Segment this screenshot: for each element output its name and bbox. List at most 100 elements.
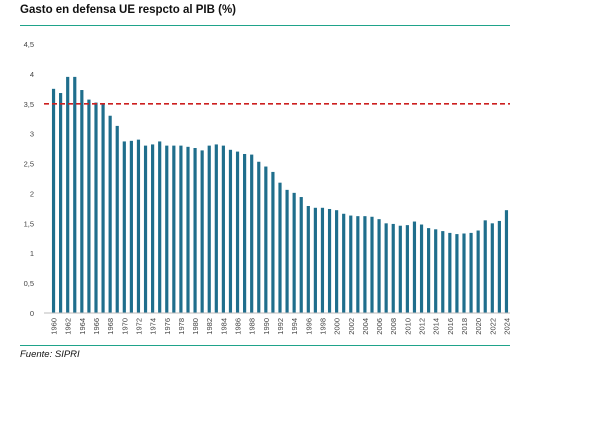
bar-2024	[504, 210, 509, 313]
bar-2022	[490, 223, 494, 313]
x-tick-label: 2014	[432, 318, 441, 335]
bar-1966	[94, 102, 98, 313]
y-tick-label: 2	[30, 189, 34, 198]
bar-1982	[207, 145, 211, 313]
bar-1992	[278, 182, 282, 313]
x-tick-label: 2008	[389, 318, 398, 335]
x-tick-label: 2016	[446, 318, 455, 335]
bar-2013	[427, 228, 431, 313]
bar-2010	[405, 225, 409, 313]
x-axis-ticks: 1960 1962 1964 1966 1968 1970 1972 1974 1976 1978…	[50, 318, 512, 335]
bar-2009	[398, 225, 402, 313]
bar-1970	[122, 141, 126, 313]
x-tick-label: 2024	[502, 318, 511, 335]
x-tick-label: 1960	[50, 318, 59, 335]
x-tick-label: 1974	[149, 318, 158, 335]
x-tick-label: 1996	[304, 318, 313, 335]
bar-1983	[214, 144, 218, 313]
x-tick-label: 2020	[474, 318, 483, 335]
y-tick-label: 0,5	[24, 279, 34, 288]
bar-1988	[250, 154, 254, 313]
bar-1986	[235, 151, 240, 313]
x-tick-label: 1978	[177, 318, 186, 335]
x-tick-label: 1972	[134, 318, 143, 335]
bar-1998	[320, 207, 325, 313]
y-tick-label: 3	[30, 130, 34, 139]
bar-1975	[158, 141, 162, 313]
bar-1974	[151, 144, 155, 313]
y-tick-label: 0	[30, 309, 34, 318]
bar-1968	[108, 115, 112, 313]
x-tick-label: 1982	[205, 318, 214, 335]
y-tick-label: 3,5	[24, 100, 34, 109]
bar-2023	[497, 220, 501, 313]
x-tick-label: 1966	[92, 318, 101, 335]
bar-2014	[434, 229, 438, 313]
x-tick-label: 1988	[248, 318, 257, 335]
chart-title: Gasto en defensa UE respcto al PIB (%)	[20, 4, 237, 16]
bar-2008	[391, 223, 395, 313]
bar-1971	[129, 140, 133, 313]
bar-1981	[200, 150, 204, 313]
bar-1984	[221, 145, 225, 313]
bar-1993	[285, 189, 289, 313]
bar-2002	[349, 215, 353, 313]
bar-2018	[462, 233, 466, 313]
y-tick-label: 4,5	[24, 40, 34, 49]
bar-2019	[469, 232, 473, 313]
bar-1987	[243, 153, 247, 313]
x-tick-label: 1976	[163, 318, 172, 335]
bar-2000	[335, 210, 339, 313]
bar-1969	[115, 125, 119, 314]
bar-1979	[186, 146, 190, 313]
bar-1991	[271, 171, 275, 313]
x-tick-label: 1970	[120, 318, 129, 335]
y-tick-label: 2,5	[24, 160, 34, 169]
x-tick-label: 2022	[488, 318, 497, 335]
x-tick-label: 2012	[418, 318, 427, 335]
bar-2017	[455, 234, 459, 313]
x-tick-label: 2010	[403, 318, 412, 335]
bar-1996	[306, 206, 310, 313]
x-tick-label: 1994	[290, 318, 299, 335]
bar-1990	[264, 166, 268, 313]
y-tick-label: 1	[30, 249, 34, 258]
x-tick-label: 1980	[191, 318, 200, 335]
bar-chart: 00,511,522,533,544,5 1960 1962 1964 1966 196…	[24, 40, 512, 335]
bar-1965	[87, 99, 91, 313]
title-divider	[20, 25, 510, 26]
bar-1972	[136, 139, 141, 313]
x-tick-label: 1990	[262, 318, 271, 335]
bar-1997	[313, 207, 317, 313]
x-tick-label: 2002	[347, 318, 356, 335]
bar-1999	[327, 208, 332, 313]
bar-2005	[370, 216, 374, 313]
x-tick-label: 1986	[234, 318, 243, 335]
bar-1995	[299, 197, 303, 313]
bar-1976	[165, 145, 169, 313]
x-tick-label: 1992	[276, 318, 285, 335]
x-tick-label: 2018	[460, 318, 469, 335]
y-axis-ticks: 0 0,5 1 1,5 2 2,5 3 3,5 4 4,5	[24, 40, 34, 318]
bar-1973	[143, 145, 148, 313]
bar-1977	[172, 145, 176, 313]
source-note: Fuente: SIPRI	[20, 349, 80, 360]
bar-1962	[66, 76, 70, 313]
bar-1967	[101, 103, 105, 313]
bar-2001	[342, 213, 346, 313]
bar-1960	[51, 88, 56, 313]
bar-2015	[441, 231, 445, 313]
x-tick-label: 2004	[361, 318, 370, 335]
bottom-divider	[20, 345, 510, 346]
x-tick-label: 1998	[318, 318, 327, 335]
bar-2011	[412, 221, 417, 313]
bar-1989	[257, 161, 261, 313]
bar-2016	[448, 232, 452, 313]
bar-2004	[363, 216, 367, 313]
x-tick-label: 1984	[219, 318, 228, 335]
bar-1961	[59, 93, 63, 314]
x-tick-label: 1964	[78, 318, 87, 335]
y-tick-label: 1,5	[24, 219, 34, 228]
bar-2006	[377, 219, 381, 313]
bars-group	[51, 76, 509, 314]
